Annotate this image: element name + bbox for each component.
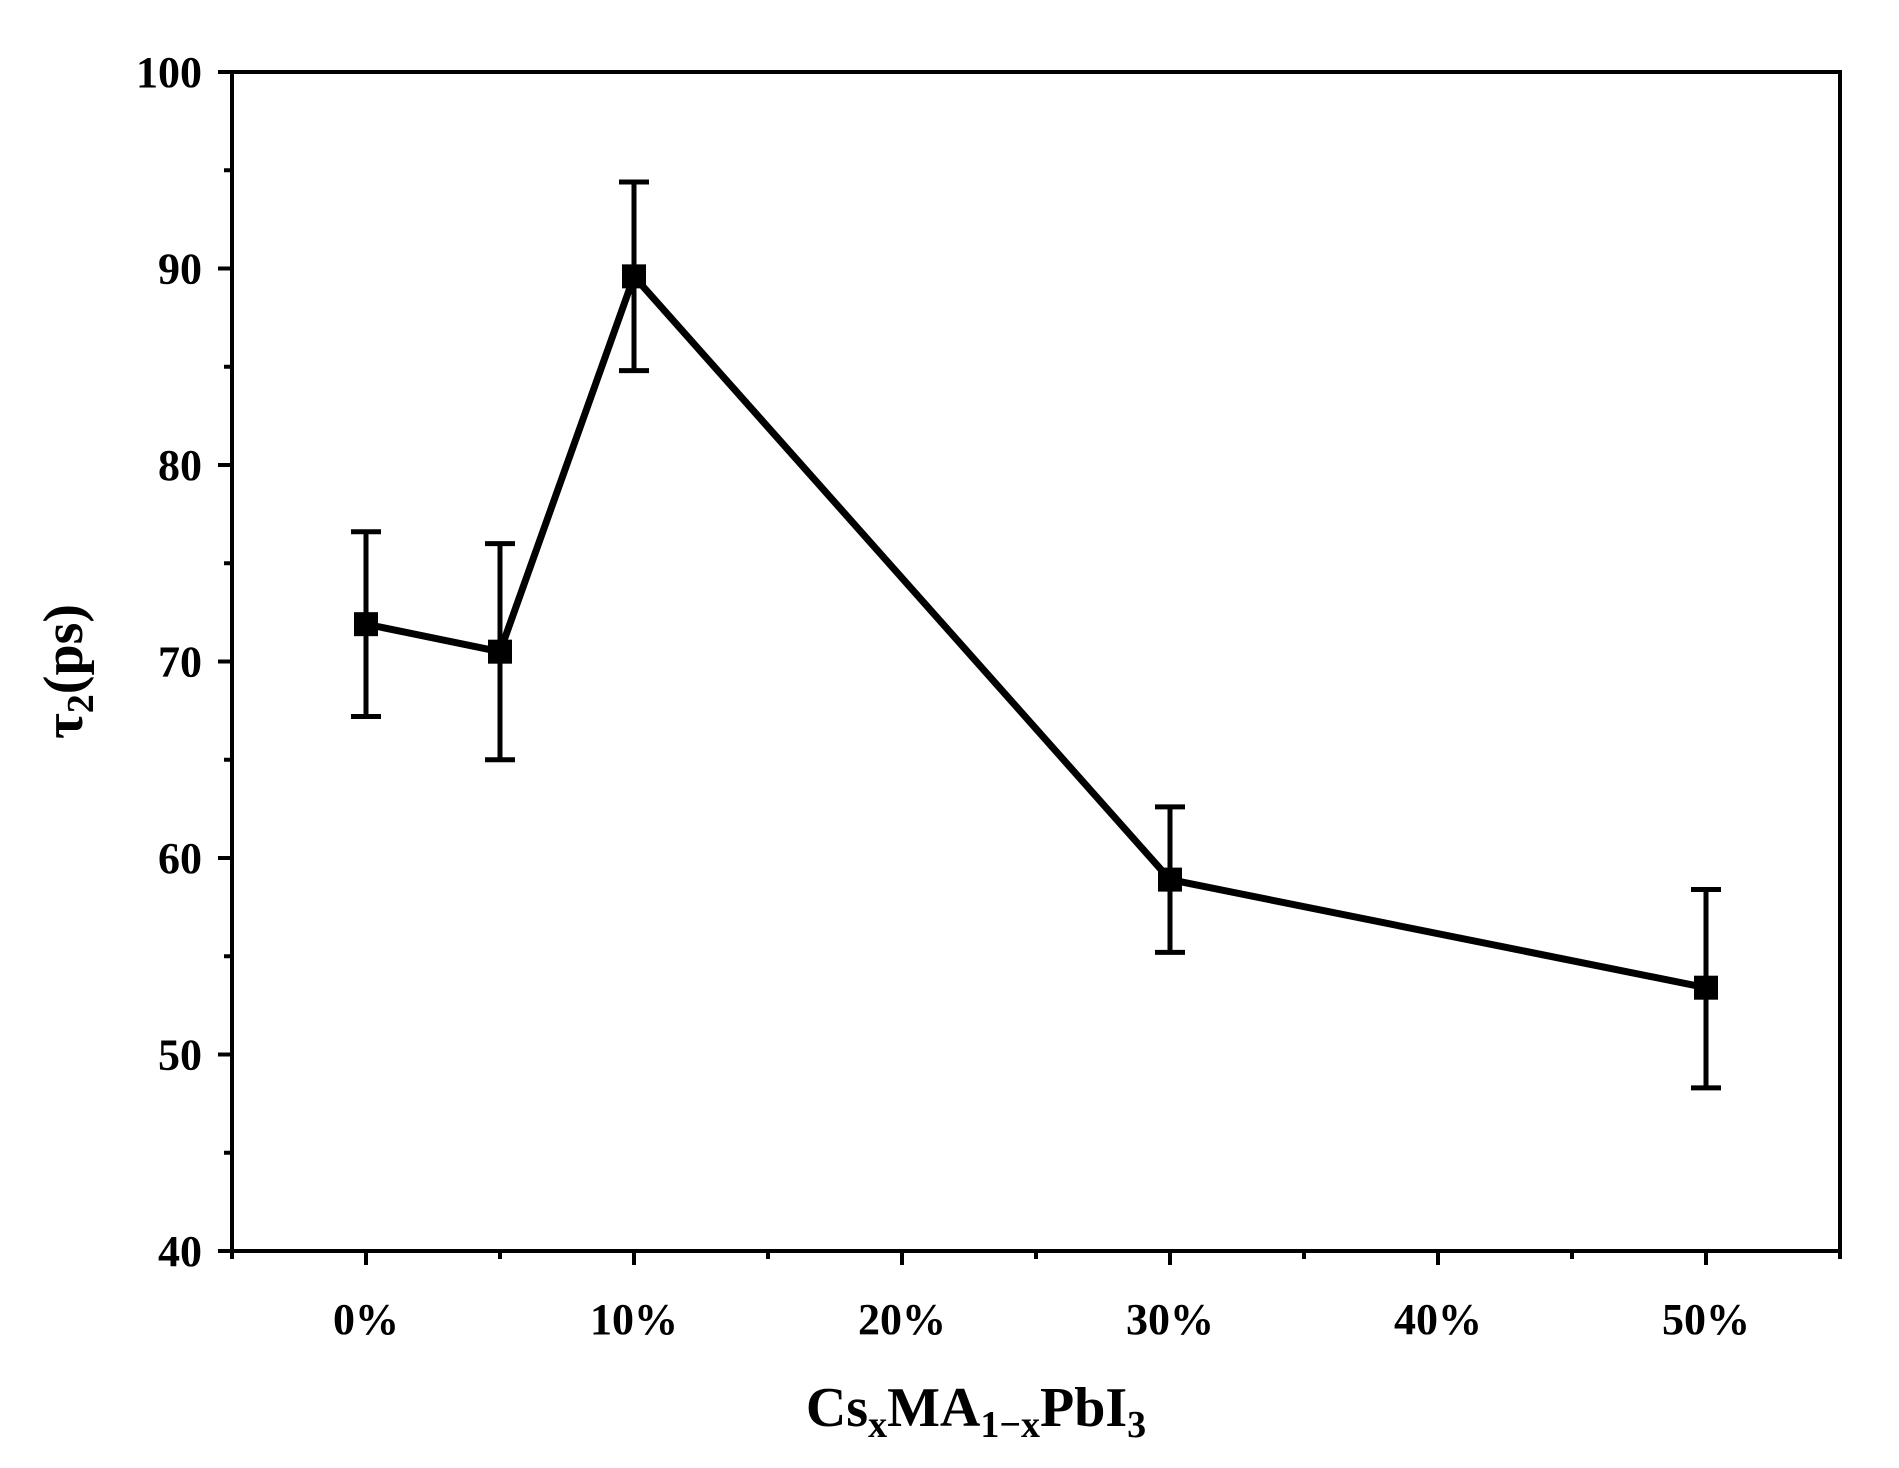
series-line: [365, 269, 1707, 992]
data-point: [488, 639, 512, 664]
axis-ticks: [218, 70, 1842, 1265]
axis-title-subscript: 1−x: [980, 1404, 1040, 1446]
axis-title-part: τ: [33, 713, 95, 739]
y-tick-label: 50: [158, 1031, 202, 1080]
x-tick-label: 40%: [1394, 1295, 1482, 1344]
x-axis-title: CsxMA1−xPbI3: [806, 1377, 1146, 1446]
axis-tick-labels: 0% 10% 20% 30% 40% 50% 40 50 60 70 80 90 100: [136, 48, 1750, 1344]
x-tick-label: 10%: [590, 1295, 678, 1344]
y-tick-label: 60: [158, 834, 202, 883]
y-tick-label: 70: [158, 638, 202, 687]
data-point: [1694, 975, 1718, 1000]
data-markers: [354, 264, 1718, 1000]
axis-title-part: (ps): [33, 604, 95, 694]
axis-title-part: MA: [887, 1377, 981, 1439]
data-point: [354, 612, 378, 637]
y-tick-label: 80: [158, 441, 202, 490]
x-tick-label: 0%: [333, 1295, 399, 1344]
y-tick-label: 100: [136, 48, 202, 97]
axis-title-part: PbI: [1040, 1377, 1127, 1439]
axis-title-subscript: 2: [60, 694, 102, 713]
plot-frame: [230, 70, 1842, 1253]
axis-title-subscript: 3: [1127, 1404, 1146, 1446]
y-axis-title: τ2(ps): [33, 604, 102, 739]
axis-title-part: Cs: [806, 1377, 868, 1439]
data-point: [1158, 867, 1182, 892]
axis-title-subscript: x: [868, 1404, 887, 1446]
y-tick-label: 90: [158, 245, 202, 294]
x-tick-label: 20%: [858, 1295, 946, 1344]
x-tick-label: 30%: [1126, 1295, 1214, 1344]
x-tick-label: 50%: [1662, 1295, 1750, 1344]
y-tick-label: 40: [158, 1227, 202, 1276]
data-point: [622, 264, 646, 289]
